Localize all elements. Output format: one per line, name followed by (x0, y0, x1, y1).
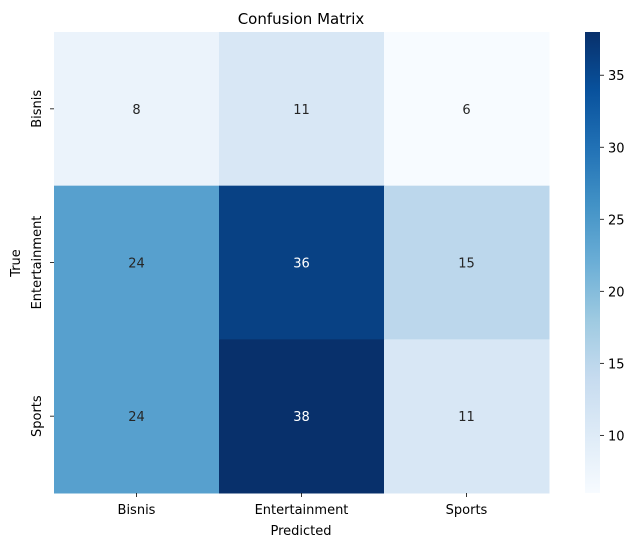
heatmap-cell-labels: 8 11 6 24 36 15 24 38 11 (128, 103, 475, 425)
colorbar-tick-label-2: 20 (608, 285, 625, 300)
cell-value-1-2: 15 (458, 257, 475, 272)
heatmap-cell-2-0 (54, 339, 220, 494)
cell-value-2-2: 11 (458, 410, 475, 425)
x-axis-label: Predicted (270, 524, 331, 539)
y-axis-label: True (9, 249, 24, 278)
y-axis-ticks: Bisnis Entertainment Sports (30, 90, 54, 437)
colorbar (585, 32, 600, 493)
colorbar-tick-label-0: 10 (608, 429, 625, 444)
heatmap-cell-1-1 (219, 185, 385, 340)
cell-value-1-1: 36 (293, 257, 310, 272)
heatmap-cell-0-1 (219, 32, 385, 187)
y-tick-label-0: Bisnis (30, 90, 45, 128)
colorbar-tick-label-3: 25 (608, 213, 625, 228)
x-tick-label-0: Bisnis (118, 503, 156, 518)
cell-value-1-0: 24 (128, 257, 145, 272)
colorbar-tick-label-5: 35 (608, 69, 625, 84)
heatmap-cell-2-1 (219, 339, 385, 494)
heatmap-cell-1-0 (54, 185, 220, 340)
x-tick-label-2: Sports (446, 503, 488, 518)
colorbar-tick-label-4: 30 (608, 141, 625, 156)
cell-value-0-0: 8 (132, 103, 140, 118)
cell-value-2-0: 24 (128, 410, 145, 425)
heatmap-cells (54, 32, 550, 494)
y-tick-label-2: Sports (30, 395, 45, 437)
heatmap-cell-1-2 (384, 185, 550, 340)
cell-value-0-2: 6 (462, 103, 470, 118)
cell-value-0-1: 11 (293, 103, 310, 118)
heatmap-cell-2-2 (384, 339, 550, 494)
colorbar-ticks: 10 15 20 25 30 35 (600, 69, 625, 444)
heatmap-cell-0-0 (54, 32, 220, 187)
x-tick-label-1: Entertainment (255, 503, 349, 518)
colorbar-tick-label-1: 15 (608, 357, 625, 372)
y-tick-label-1: Entertainment (30, 216, 45, 310)
chart-title: Confusion Matrix (238, 10, 365, 28)
heatmap-cell-0-2 (384, 32, 550, 187)
x-axis-ticks: Bisnis Entertainment Sports (118, 493, 488, 518)
cell-value-2-1: 38 (293, 410, 310, 425)
